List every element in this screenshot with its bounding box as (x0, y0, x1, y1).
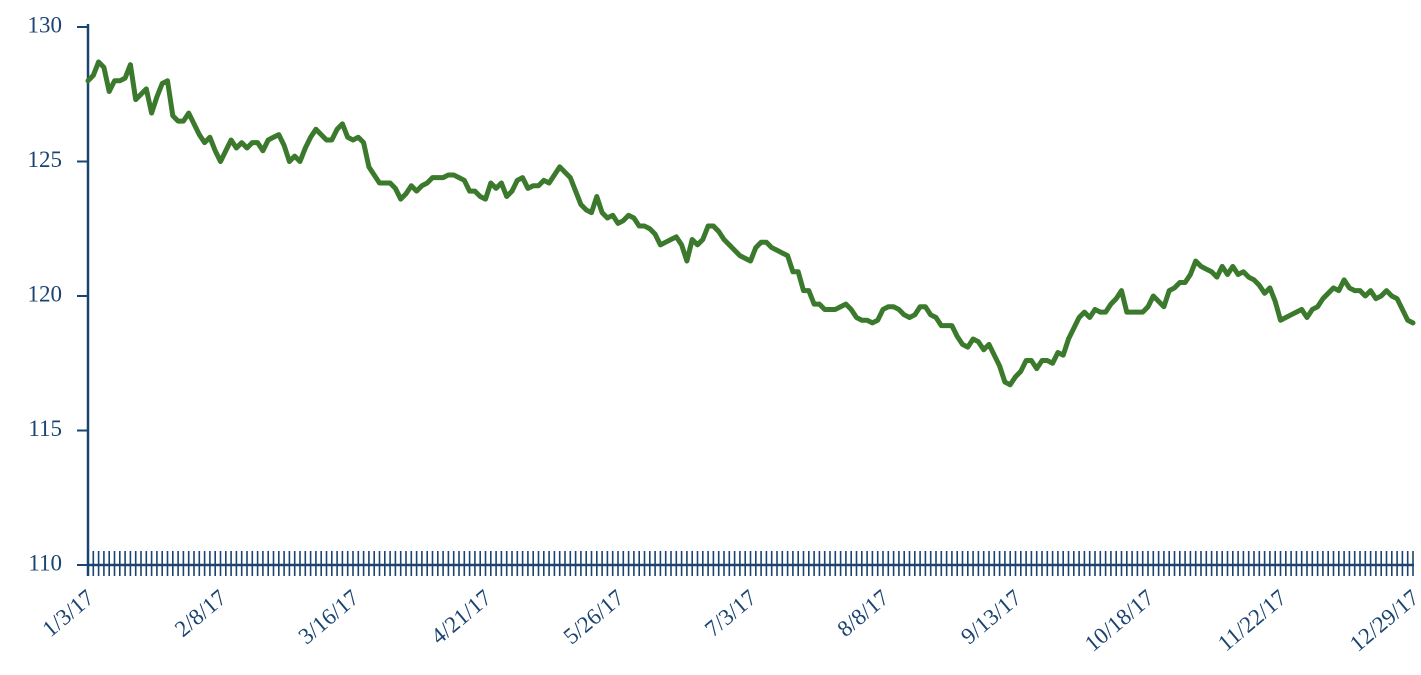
y-tick-label: 110 (28, 550, 62, 575)
x-tick-label: 1/3/17 (38, 585, 99, 642)
x-tick-label: 3/16/17 (294, 585, 364, 649)
data-line (85, 59, 1416, 388)
x-tick-label: 4/21/17 (426, 585, 496, 649)
y-tick-label: 120 (28, 281, 63, 306)
y-tick-label: 125 (28, 147, 63, 172)
x-tick-label: 12/29/17 (1345, 585, 1421, 657)
x-tick-label: 5/26/17 (559, 585, 629, 649)
y-tick-label: 130 (28, 12, 63, 37)
x-tick-label: 11/22/17 (1213, 585, 1291, 656)
y-tick-label: 115 (28, 416, 62, 441)
x-tick-label: 8/8/17 (833, 585, 894, 642)
x-tick-label: 2/8/17 (170, 585, 231, 642)
x-tick-label: 7/3/17 (700, 585, 761, 642)
x-tick-label: 9/13/17 (956, 585, 1026, 649)
x-tick-label: 10/18/17 (1080, 585, 1159, 657)
